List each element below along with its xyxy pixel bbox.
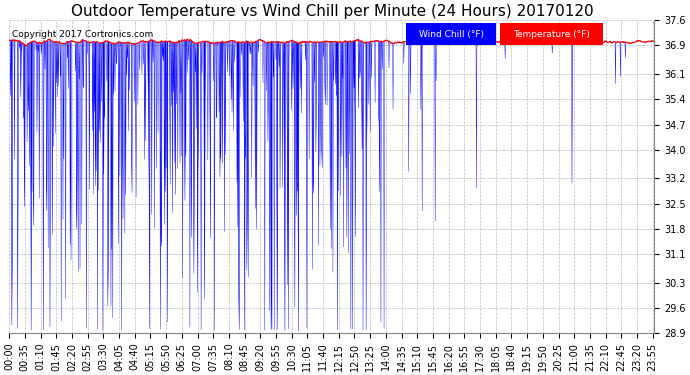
Text: Wind Chill (°F): Wind Chill (°F) xyxy=(419,30,484,39)
FancyBboxPatch shape xyxy=(406,24,496,45)
Text: Copyright 2017 Cortronics.com: Copyright 2017 Cortronics.com xyxy=(12,30,154,39)
Title: Outdoor Temperature vs Wind Chill per Minute (24 Hours) 20170120: Outdoor Temperature vs Wind Chill per Mi… xyxy=(70,4,593,19)
Text: Temperature (°F): Temperature (°F) xyxy=(513,30,590,39)
FancyBboxPatch shape xyxy=(500,24,603,45)
